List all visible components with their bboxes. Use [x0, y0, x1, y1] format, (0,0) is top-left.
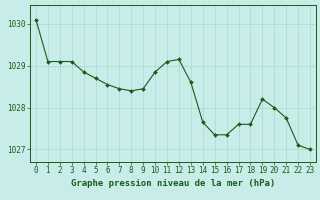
X-axis label: Graphe pression niveau de la mer (hPa): Graphe pression niveau de la mer (hPa): [71, 179, 275, 188]
